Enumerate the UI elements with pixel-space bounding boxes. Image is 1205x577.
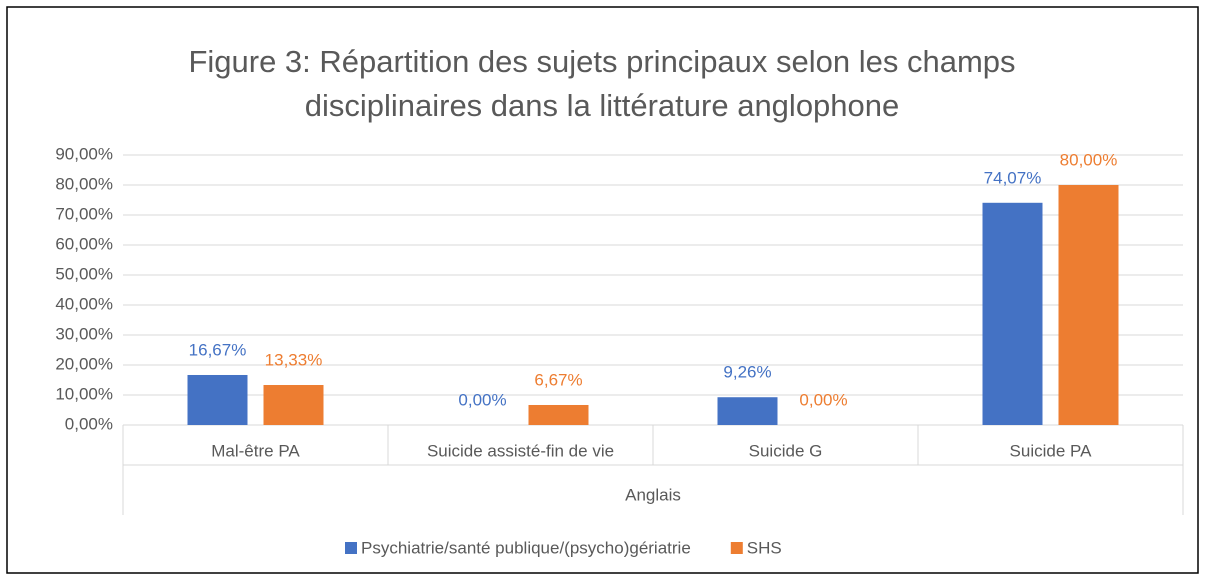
group-label: Anglais (625, 485, 681, 504)
y-tick-label: 20,00% (55, 354, 113, 373)
y-tick-label: 70,00% (55, 204, 113, 223)
x-tick-label: Suicide assisté-fin de vie (427, 441, 614, 460)
x-tick-label: Suicide G (749, 441, 823, 460)
y-tick-label: 10,00% (55, 384, 113, 403)
value-label: 13,33% (265, 350, 323, 369)
y-tick-label: 80,00% (55, 174, 113, 193)
value-label: 6,67% (534, 370, 582, 389)
x-tick-label: Mal-être PA (211, 441, 300, 460)
value-label: 0,00% (458, 390, 506, 409)
value-label: 16,67% (189, 340, 247, 359)
value-label: 9,26% (723, 363, 771, 382)
bar (717, 397, 778, 425)
bar (1058, 185, 1119, 425)
value-label: 0,00% (799, 390, 847, 409)
y-tick-label: 90,00% (55, 144, 113, 163)
chart-border (6, 6, 1199, 574)
legend-label: Psychiatrie/santé publique/(psycho)géria… (361, 538, 691, 557)
value-label: 74,07% (984, 168, 1042, 187)
chart-title: Figure 3: Répartition des sujets princip… (188, 44, 1016, 123)
y-tick-label: 50,00% (55, 264, 113, 283)
y-tick-label: 30,00% (55, 324, 113, 343)
legend-label: SHS (747, 538, 782, 557)
y-tick-label: 40,00% (55, 294, 113, 313)
y-tick-label: 60,00% (55, 234, 113, 253)
bar (528, 404, 589, 425)
legend-swatch (730, 542, 743, 554)
legend-swatch (345, 542, 357, 554)
bar (187, 374, 248, 425)
bar (263, 385, 324, 425)
x-tick-label: Suicide PA (1010, 441, 1093, 460)
bar (982, 202, 1043, 425)
value-label: 80,00% (1060, 150, 1118, 169)
y-tick-label: 0,00% (65, 414, 113, 433)
